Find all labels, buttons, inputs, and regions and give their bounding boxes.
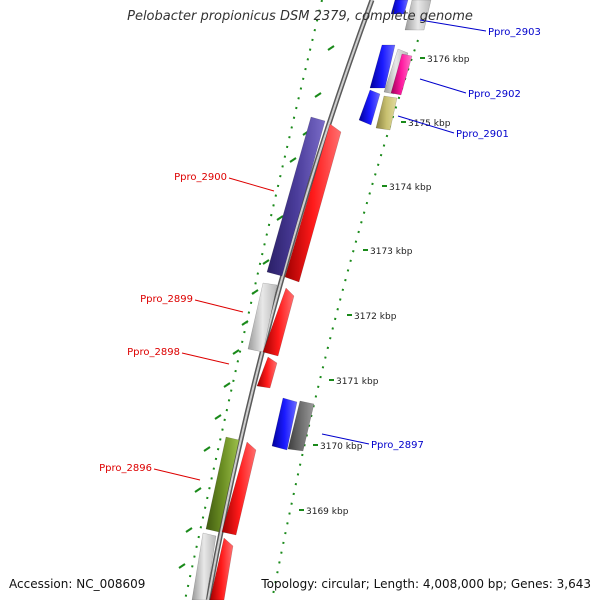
track-tick	[178, 563, 186, 569]
scale-label: 3173 kbp	[370, 247, 413, 257]
gene-label: Ppro_2902	[468, 89, 521, 100]
feature-ppro-2900	[266, 116, 326, 277]
track-tick	[327, 45, 335, 51]
feature-red-bottom	[209, 537, 234, 600]
gene-label-leader	[397, 115, 455, 134]
scale-label: 3169 kbp	[306, 507, 349, 517]
feature-magenta-2902	[390, 53, 413, 96]
scale-label: 3175 kbp	[408, 119, 451, 129]
track-tick	[185, 527, 193, 533]
gene-label: Ppro_2903	[488, 27, 541, 38]
gene-label: Ppro_2899	[140, 294, 193, 305]
feature-ppro-2897-grey	[287, 400, 315, 452]
feature-ppro-2896	[205, 436, 240, 533]
feature-ppro-2898	[256, 356, 278, 389]
track-tick	[194, 487, 202, 493]
gene-label-leader	[153, 468, 201, 481]
feature-ppro-2903-a	[390, 0, 409, 15]
scale-label: 3171 kbp	[336, 377, 379, 387]
gene-label: Ppro_2900	[174, 172, 227, 183]
gene-label: Ppro_2897	[371, 440, 424, 451]
feature-ppro-2901	[358, 89, 381, 126]
gene-label-leader	[321, 433, 370, 445]
topology-info: Topology: circular; Length: 4,008,000 bp…	[261, 577, 591, 591]
gene-label: Ppro_2896	[99, 463, 152, 474]
gene-label-leader	[419, 19, 487, 32]
track-tick	[203, 446, 211, 452]
backbone-highlight	[207, 0, 373, 600]
scale-label: 3174 kbp	[389, 183, 432, 193]
gene-label-leader	[181, 352, 230, 365]
track-tick	[223, 382, 231, 388]
feature-ppro-2897	[271, 397, 298, 451]
feature-ppro-2900-red	[284, 123, 342, 283]
feature-ppro-2896-red	[221, 441, 257, 536]
gene-label-leader	[194, 299, 244, 313]
track-tick	[276, 215, 284, 221]
accession-label: Accession: NC_008609	[9, 577, 146, 591]
scale-label: 3172 kbp	[354, 312, 397, 322]
track-tick	[251, 289, 259, 295]
track-tick	[241, 320, 249, 326]
feature-khaki-2901	[375, 95, 398, 131]
gene-label: Ppro_2898	[127, 347, 180, 358]
scale-label: 3176 kbp	[427, 55, 470, 65]
feature-ppro-2902	[369, 44, 396, 89]
track-tick	[314, 92, 322, 98]
dotted-track-right	[271, 39, 419, 600]
track-tick	[289, 157, 297, 163]
track-tick	[262, 259, 270, 265]
track-tick	[232, 349, 240, 355]
feature-grey-bottom	[191, 532, 217, 600]
track-tick	[214, 414, 222, 420]
feature-ppro-2899	[262, 287, 295, 357]
gene-label-leader	[228, 177, 275, 192]
scale-label: 3170 kbp	[320, 442, 363, 452]
gene-label-leader	[419, 78, 467, 94]
feature-ppro-2903-b	[404, 0, 432, 31]
map-title: Pelobacter propionicus DSM 2379, complet…	[127, 9, 473, 24]
gene-label: Ppro_2901	[456, 129, 509, 140]
